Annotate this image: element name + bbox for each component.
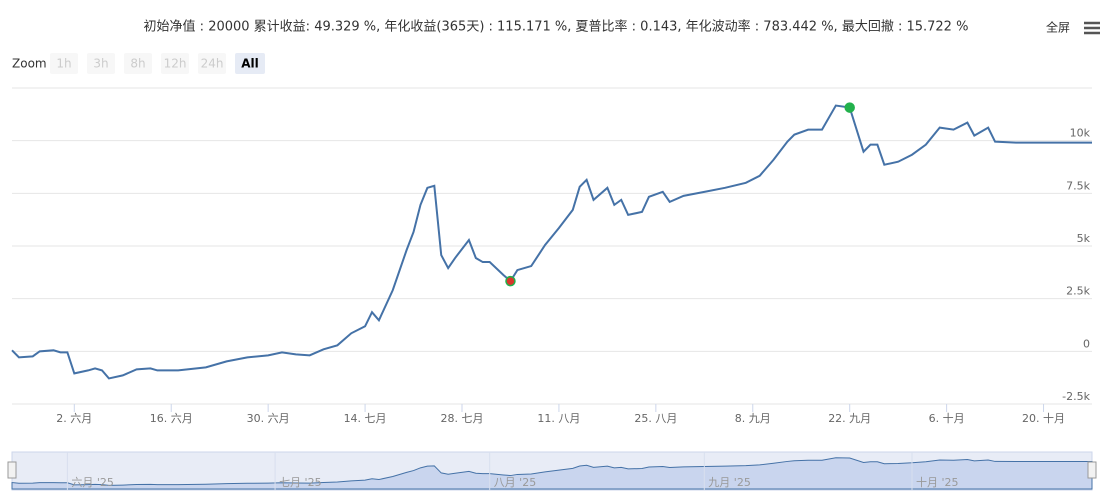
x-tick-label: 2. 六月 <box>56 412 92 425</box>
x-tick-label: 6. 十月 <box>929 411 965 425</box>
x-tick-label: 16. 六月 <box>150 412 193 425</box>
zoom-button-label[interactable]: All <box>241 57 259 71</box>
zoom-button <box>50 53 78 74</box>
x-tick-label: 8. 九月 <box>735 412 771 425</box>
x-tick-label: 14. 七月 <box>344 412 387 425</box>
extreme-marker <box>844 102 855 113</box>
y-tick-label: 10k <box>1070 127 1091 140</box>
zoom-label: Zoom <box>12 57 47 71</box>
zoom-button <box>161 53 189 74</box>
x-tick-label: 22. 九月 <box>828 412 871 425</box>
series-line <box>11 104 1092 380</box>
y-tick-label: 2.5k <box>1066 285 1090 298</box>
navigator-tick-label: 八月 '25 <box>494 476 537 489</box>
navigator-handle[interactable] <box>7 461 17 479</box>
navigator-tick-label: 十月 '25 <box>916 475 959 489</box>
menu-icon[interactable] <box>1084 21 1100 35</box>
zoom-button <box>87 53 115 74</box>
zoom-button <box>198 53 226 74</box>
zoom-button[interactable] <box>235 53 265 74</box>
zoom-button-label: 8h <box>130 57 145 71</box>
y-tick-label: -2.5k <box>1062 390 1090 403</box>
x-tick-label: 30. 六月 <box>247 412 290 425</box>
x-tick-label: 11. 八月 <box>537 412 580 425</box>
y-tick-label: 5k <box>1077 232 1091 245</box>
zoom-button-label: 1h <box>56 57 71 71</box>
zoom-button <box>124 53 152 74</box>
navigator-tick-label: 六月 '25 <box>71 476 114 489</box>
zoom-button-label: 24h <box>201 57 224 71</box>
navigator-area <box>11 457 1093 490</box>
extreme-marker <box>505 275 516 287</box>
zoom-button-label: 12h <box>164 57 187 71</box>
x-tick-label: 25. 八月 <box>634 412 677 425</box>
y-tick-label: 0 <box>1083 337 1090 350</box>
y-tick-label: 7.5k <box>1066 179 1090 192</box>
navigator-tick-label: 七月 '25 <box>279 476 322 489</box>
chart-title: 初始净值 : 20000 累计收益: 49.329 %, 年化收益(365天) … <box>144 19 969 35</box>
x-tick-label: 28. 七月 <box>441 412 484 425</box>
x-tick-label: 20. 十月 <box>1022 411 1065 425</box>
zoom-button-label: 3h <box>93 57 108 71</box>
navigator-handle[interactable] <box>1087 461 1097 479</box>
fullscreen-button[interactable]: 全屏 <box>1046 20 1070 35</box>
navigator-tick-label: 九月 '25 <box>708 476 751 489</box>
